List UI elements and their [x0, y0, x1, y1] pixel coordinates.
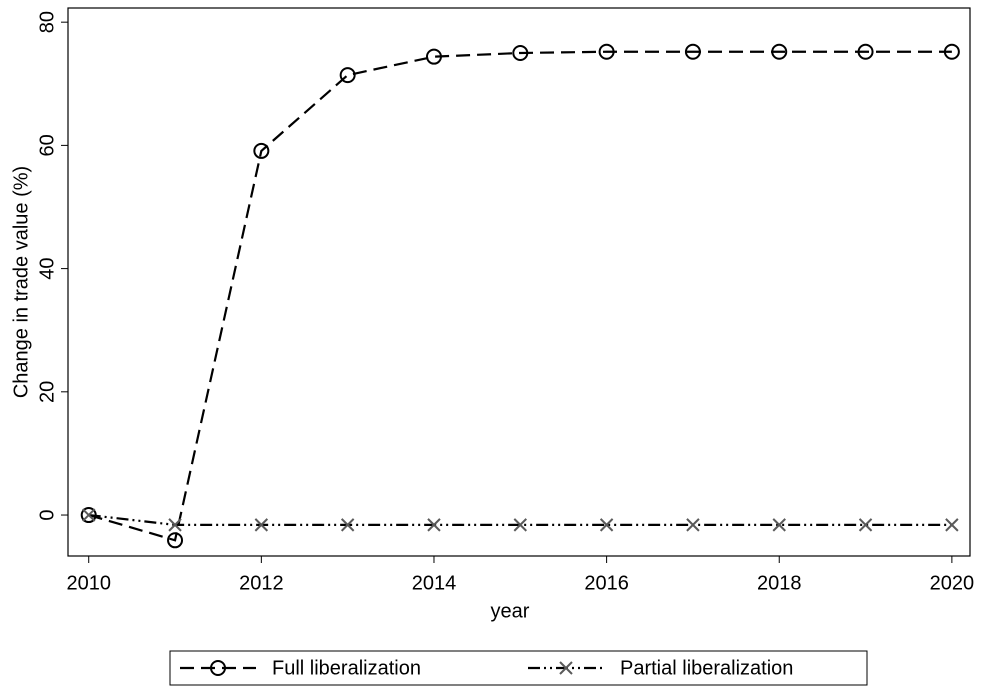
- legend-label: Partial liberalization: [620, 657, 793, 679]
- y-tick-label: 20: [36, 381, 58, 403]
- point: [857, 43, 874, 60]
- point: [254, 518, 269, 532]
- point: [943, 43, 960, 60]
- legend-marker: [559, 661, 573, 675]
- x-axis-title: year: [491, 600, 530, 622]
- legend-item: Full liberalization: [180, 657, 421, 679]
- point: [684, 43, 701, 60]
- x-tick-label: 2016: [584, 572, 629, 594]
- point: [512, 44, 529, 61]
- point: [945, 518, 959, 532]
- point: [686, 518, 700, 532]
- y-tick-label: 60: [36, 134, 58, 156]
- y-tick-label: 80: [36, 11, 58, 33]
- point: [82, 508, 96, 522]
- point: [858, 518, 873, 532]
- legend-marker: [210, 660, 226, 676]
- series-line: [88, 50, 952, 542]
- point: [168, 518, 182, 532]
- y-axis-title: Change in trade value (%): [10, 166, 32, 398]
- x-tick-label: 2020: [930, 572, 975, 594]
- legend-box: [169, 650, 868, 686]
- legend-item: Partial liberalization: [528, 657, 793, 679]
- y-tick-label: 0: [36, 509, 58, 520]
- series-line: [88, 513, 952, 526]
- point: [772, 518, 786, 532]
- point: [253, 142, 270, 159]
- y-tick-label: 40: [36, 257, 58, 279]
- legend-label: Full liberalization: [272, 657, 421, 679]
- plot-frame: [67, 7, 971, 557]
- point: [771, 43, 788, 60]
- point: [599, 518, 614, 532]
- point: [425, 48, 442, 65]
- x-tick-label: 2014: [412, 572, 457, 594]
- point: [339, 67, 356, 84]
- point: [167, 532, 184, 549]
- x-tick-label: 2012: [239, 572, 284, 594]
- point: [513, 518, 528, 532]
- point: [427, 518, 441, 532]
- x-tick-label: 2010: [66, 572, 111, 594]
- point: [340, 518, 355, 532]
- x-tick-label: 2018: [757, 572, 802, 594]
- point: [598, 43, 615, 60]
